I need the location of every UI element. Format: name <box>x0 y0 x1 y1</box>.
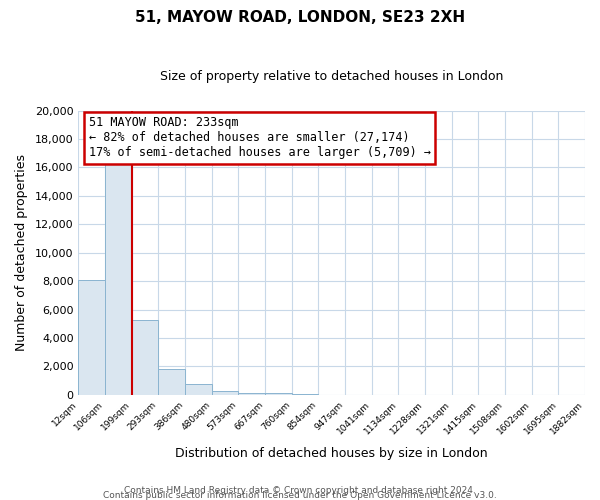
Bar <box>212 390 238 395</box>
Text: Contains HM Land Registry data © Crown copyright and database right 2024.: Contains HM Land Registry data © Crown c… <box>124 486 476 495</box>
Bar <box>158 370 185 395</box>
Y-axis label: Number of detached properties: Number of detached properties <box>15 154 28 351</box>
Bar <box>292 394 319 395</box>
Bar <box>265 394 292 395</box>
Bar <box>79 280 105 395</box>
Text: 51 MAYOW ROAD: 233sqm
← 82% of detached houses are smaller (27,174)
17% of semi-: 51 MAYOW ROAD: 233sqm ← 82% of detached … <box>89 116 431 159</box>
Bar <box>132 320 158 395</box>
Title: Size of property relative to detached houses in London: Size of property relative to detached ho… <box>160 70 503 83</box>
X-axis label: Distribution of detached houses by size in London: Distribution of detached houses by size … <box>175 447 488 460</box>
Text: Contains public sector information licensed under the Open Government Licence v3: Contains public sector information licen… <box>103 490 497 500</box>
Bar <box>105 160 132 395</box>
Bar <box>185 384 212 395</box>
Text: 51, MAYOW ROAD, LONDON, SE23 2XH: 51, MAYOW ROAD, LONDON, SE23 2XH <box>135 10 465 25</box>
Bar <box>238 392 265 395</box>
